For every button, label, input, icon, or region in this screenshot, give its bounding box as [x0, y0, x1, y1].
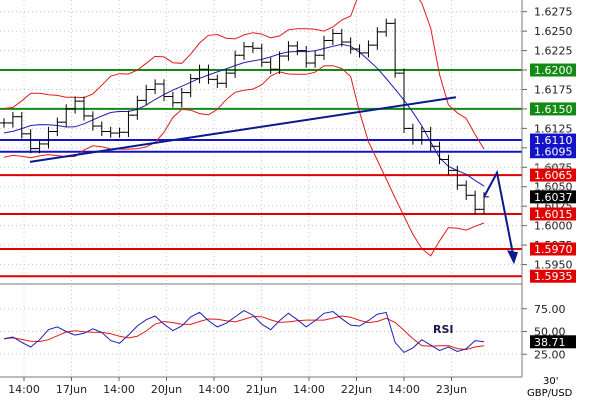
rsi-grid — [0, 286, 522, 377]
price-plot — [0, 0, 489, 257]
level-label-text: 1.6200 — [534, 64, 573, 77]
price-tick-label: 1.5950 — [534, 259, 573, 272]
level-label-box — [530, 207, 576, 221]
level-label-box — [530, 133, 576, 147]
level-label-text: 1.6015 — [534, 208, 573, 221]
level-label-text: 1.6065 — [534, 169, 573, 182]
time-tick-label: 14:00 — [198, 383, 230, 396]
projection-arrowhead — [507, 250, 518, 265]
time-tick-label: 22Jun — [341, 383, 372, 396]
current-price-box — [530, 190, 576, 204]
level-label-text: 1.5970 — [534, 243, 573, 256]
current-price-label: 1.6037 — [534, 191, 573, 204]
time-tick-label: 14:00 — [103, 383, 135, 396]
rsi-label: RSI — [433, 323, 454, 336]
time-tick-label: 14:00 — [388, 383, 420, 396]
level-label-box — [530, 269, 576, 283]
rsi-tick-label: 75.00 — [534, 303, 566, 316]
time-tick-label: 20Jun — [151, 383, 182, 396]
rsi-tick-label: 50.00 — [534, 326, 566, 339]
rsi-panel — [3, 310, 485, 354]
level-label-box — [530, 145, 576, 159]
support-resistance-lines — [0, 69, 522, 278]
rsi-line — [3, 310, 485, 354]
timeframe-label: 30' — [543, 376, 558, 387]
price-tick-label: 1.6175 — [534, 83, 573, 96]
level-label-text: 1.6095 — [534, 146, 573, 159]
level-label-box — [530, 242, 576, 256]
level-label-box — [530, 63, 576, 77]
time-axis: 14:00 17Jun 14:00 20Jun 14:00 21Jun 14:00 22Jun… — [8, 377, 467, 396]
rsi-tick-label: 25.00 — [534, 348, 566, 361]
price-panel — [0, 0, 522, 278]
rsi-current-box — [530, 335, 576, 349]
pair-label: GBP/USD — [527, 388, 573, 399]
trendline — [29, 96, 457, 163]
level-label-text: 1.5935 — [534, 270, 573, 283]
projection-arrow — [483, 169, 514, 255]
price-tick-label: 1.6125 — [534, 122, 573, 135]
time-tick-label: 23Jun — [436, 383, 467, 396]
level-label-text: 1.6110 — [534, 134, 573, 147]
price-tick-label: 1.6250 — [534, 25, 573, 38]
rsi-signal-line — [3, 315, 485, 351]
price-tick-label: 1.6275 — [534, 6, 573, 19]
time-tick-label: 14:00 — [293, 383, 325, 396]
time-tick-label: 17Jun — [56, 383, 87, 396]
price-tick-label: 1.6225 — [534, 45, 573, 58]
time-tick-label: 21Jun — [246, 383, 277, 396]
level-label-box — [530, 168, 576, 182]
price-tick-label: 1.6000 — [534, 220, 573, 233]
rsi-current-label: 38.71 — [534, 336, 566, 349]
time-tick-label: 14:00 — [8, 383, 40, 396]
bollinger-lower — [3, 65, 485, 257]
trendline-group — [29, 96, 518, 265]
level-label-box — [530, 102, 576, 116]
level-label-text: 1.6150 — [534, 103, 573, 116]
